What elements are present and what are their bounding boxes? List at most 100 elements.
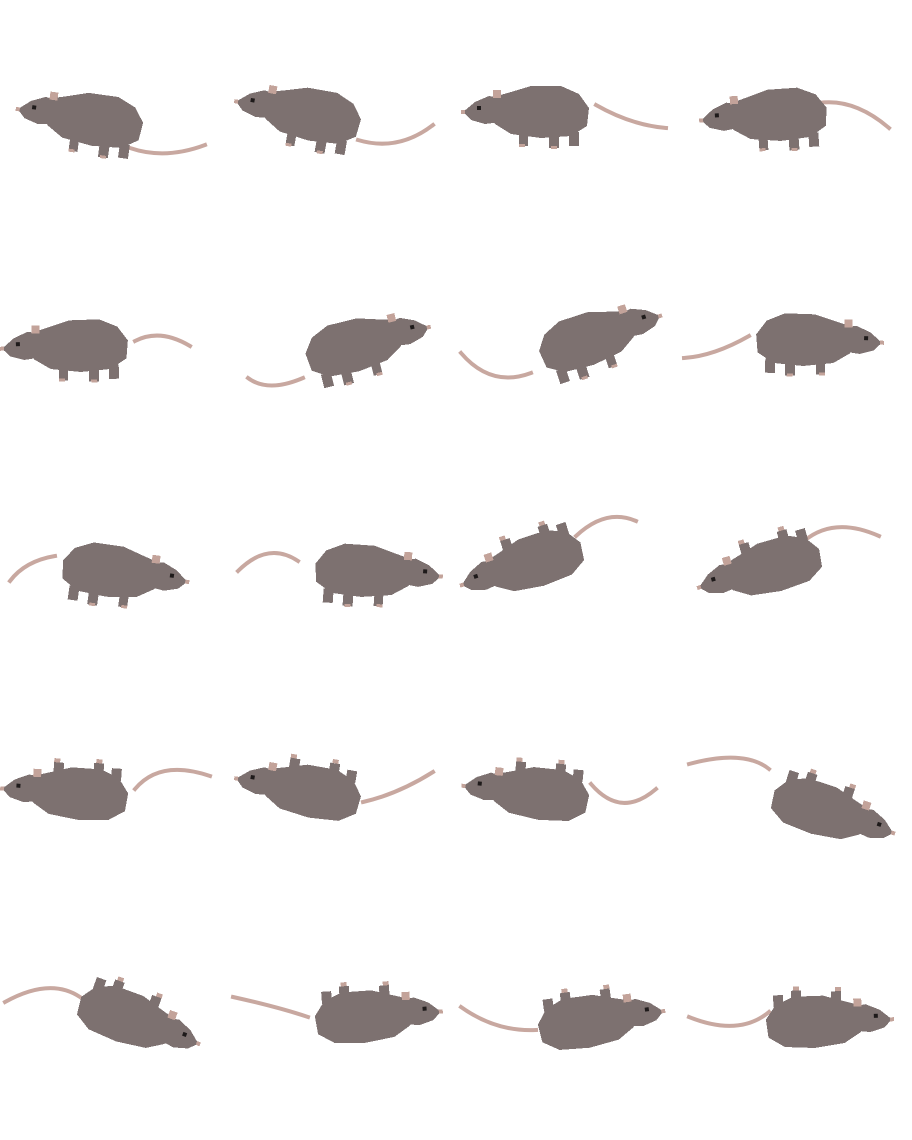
rat-tail: [573, 514, 639, 539]
rat-head: [387, 317, 429, 347]
rat-sprite: [458, 984, 666, 1050]
rat-body: [483, 767, 590, 822]
rat-eye: [710, 576, 716, 582]
rat-head: [621, 998, 664, 1027]
rat-ear: [721, 555, 732, 566]
rat-paw: [117, 976, 125, 983]
sprite-frame: [0, 0, 228, 228]
rat-body: [479, 530, 585, 592]
rat-ear: [49, 91, 59, 101]
rat-body: [765, 995, 872, 1048]
rat-body: [537, 994, 643, 1050]
rat-nose: [438, 574, 443, 579]
rat-ear: [403, 551, 413, 561]
rat-eye: [644, 1007, 650, 1012]
rat-eye: [876, 821, 882, 827]
rat-tail: [7, 553, 58, 584]
rat-ear: [494, 767, 504, 776]
rat-head: [158, 1017, 199, 1049]
rat-tail: [686, 755, 772, 772]
rat-sprite: [233, 84, 436, 156]
rat-eye: [16, 783, 21, 788]
rat-nose: [461, 110, 465, 114]
rat-leg: [373, 593, 384, 607]
rat-sprite: [2, 976, 201, 1049]
rat-head: [398, 558, 441, 587]
rat-eye: [250, 97, 255, 103]
rat-tail: [588, 781, 659, 805]
rat-ear: [483, 552, 494, 563]
rat-nose: [699, 118, 704, 123]
rat-sprite: [461, 86, 669, 149]
rat-tail: [458, 1004, 539, 1033]
rat-nose: [438, 1009, 443, 1014]
rat-paw: [376, 604, 383, 608]
rat-eye: [31, 105, 37, 110]
rat-paw: [519, 144, 525, 147]
rat-paw: [290, 753, 298, 759]
rat-body: [38, 92, 144, 148]
rat-nose: [15, 106, 21, 112]
rat-paw: [737, 539, 745, 545]
sprite-frame: [228, 0, 456, 228]
rat-sprite: [7, 542, 190, 609]
rat-paw: [834, 987, 841, 992]
rat-nose: [461, 783, 466, 789]
rat-ear: [622, 993, 632, 1003]
rat-tail: [230, 994, 311, 1020]
rat-body: [770, 778, 876, 840]
rat-tail: [593, 102, 669, 131]
sprite-frame: [456, 684, 684, 912]
rat-sprite: [461, 757, 659, 822]
rat-leg: [556, 367, 570, 385]
rat-leg: [97, 144, 110, 159]
rat-paw: [791, 147, 798, 152]
rat-nose: [459, 582, 465, 588]
rat-eye: [250, 774, 255, 780]
sprite-frame: [228, 228, 456, 456]
rat-paw: [96, 759, 103, 764]
rat-paw: [498, 535, 506, 542]
rat-body: [256, 764, 361, 821]
rat-sprite: [459, 514, 639, 592]
rat-tail: [132, 333, 193, 349]
rat-sprite: [15, 91, 208, 159]
rat-sprite: [686, 986, 895, 1048]
rat-sprite: [230, 981, 443, 1044]
rat-eye: [409, 324, 415, 330]
sprite-frame: [228, 912, 456, 1140]
rat-body: [717, 535, 823, 596]
rat-leg: [87, 592, 99, 606]
rat-head: [2, 331, 45, 360]
rat-tail: [2, 986, 83, 1005]
rat-body: [256, 87, 361, 144]
rat-tail: [681, 333, 752, 361]
rat-paw: [792, 986, 799, 991]
rat-leg: [549, 136, 559, 148]
rat-body: [720, 87, 827, 141]
rat-paw: [99, 155, 107, 159]
rat-ear: [151, 554, 161, 564]
rat-ear: [401, 991, 410, 1001]
rat-tail: [355, 122, 436, 146]
rat-paw: [561, 988, 568, 994]
rat-ear: [167, 1010, 178, 1021]
rat-nose: [879, 340, 885, 345]
sprite-frame: [0, 228, 228, 456]
rat-body: [314, 990, 421, 1044]
rat-tail: [360, 769, 436, 805]
rat-eye: [422, 1006, 427, 1011]
rat-leg: [758, 137, 769, 151]
rat-paw: [376, 371, 383, 377]
rat-body: [76, 985, 181, 1048]
rat-nose: [0, 786, 5, 791]
sprite-frame: [456, 228, 684, 456]
rat-paw: [809, 768, 817, 775]
rat-tail: [686, 1009, 772, 1028]
rat-body: [315, 543, 422, 597]
rat-paw: [603, 984, 610, 990]
rat-ear: [617, 304, 628, 315]
rat-eye: [182, 1031, 188, 1038]
sprite-frame: [456, 912, 684, 1140]
